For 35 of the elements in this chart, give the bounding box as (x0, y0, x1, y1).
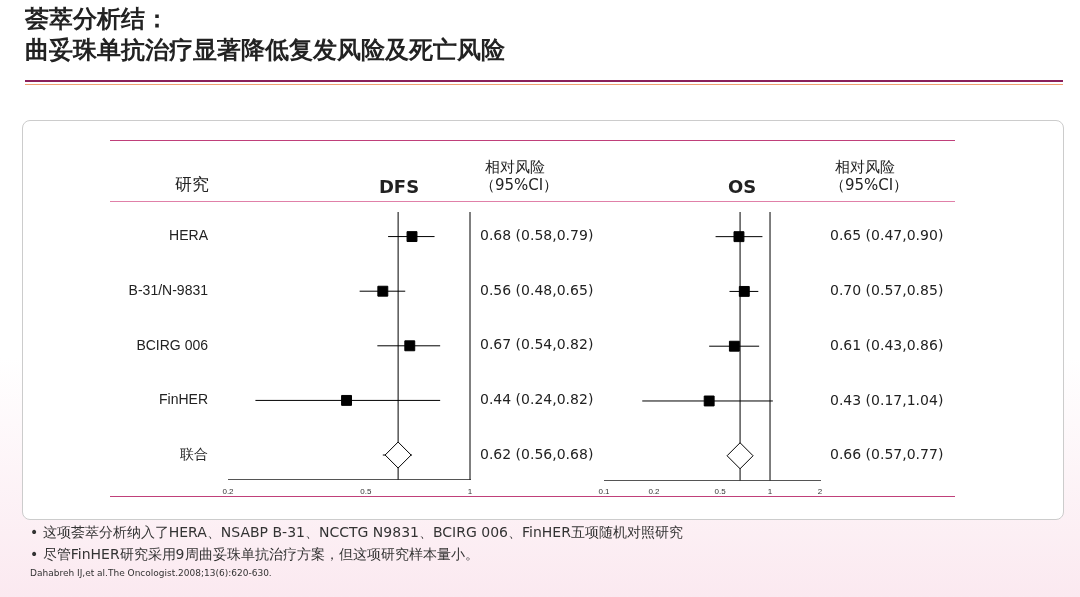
y-axis-title: 研究 (175, 174, 209, 195)
data-label: 0.70 (0.57,0.85) (830, 282, 944, 299)
x-tick-label: 1 (767, 487, 773, 497)
text: 0.62 (0.56,0.68) (480, 445, 594, 462)
text: （95%CI） (480, 175, 559, 194)
x-tick-label: 0.5 (714, 487, 727, 497)
x-tick-label: 2 (817, 487, 823, 497)
data-label: 0.67 (0.54,0.82) (480, 336, 594, 353)
data-label: 0.68 (0.58,0.79) (480, 227, 594, 244)
text: 相对风险 (835, 157, 895, 176)
data-label: 0.65 (0.47,0.90) (830, 227, 944, 244)
y-tick-label: B-31/N-9831 (128, 282, 209, 299)
chart-title: DFS (378, 175, 420, 197)
y-tick-label: HERA (169, 227, 209, 244)
x-tick-label: 0.1 (598, 487, 611, 497)
x-tick-label: 0.2 (648, 487, 661, 497)
y-tick-label: BCIRG 006 (136, 336, 209, 353)
text: Dahabreh IJ,et al.The Oncologist.2008;13(6):620-630. (30, 568, 273, 578)
data-label: 0.43 (0.17,1.04) (830, 391, 944, 408)
text: • 尽管FinHER研究采用9周曲妥珠单抗治疗方案，但这项研究样本量小。 (30, 546, 480, 564)
x-tick-label: 1 (467, 486, 473, 496)
text: （95%CI） (830, 175, 909, 194)
data-label: 0.56 (0.48,0.65) (480, 281, 594, 298)
y-tick-label: 联合 (180, 445, 208, 462)
y-tick-label: FinHER (158, 391, 208, 408)
data-label: 0.61 (0.43,0.86) (830, 336, 944, 353)
text: 荟萃分析结： (25, 5, 169, 33)
text: • 这项荟萃分析纳入了HERA、NSABP B-31、NCCTG N9831、BCIRG 006、FinHER五项随机对照研究 (30, 524, 683, 542)
data-label: 0.44 (0.24,0.82) (480, 391, 594, 408)
text: 相对风险 (485, 157, 545, 176)
x-tick-label: 0.5 (360, 486, 372, 496)
text: 0.66 (0.57,0.77) (830, 446, 944, 463)
chart-title: OS (727, 175, 757, 197)
text: 曲妥珠单抗治疗显著降低复发风险及死亡风险 (25, 36, 505, 64)
x-tick-label: 0.2 (222, 486, 235, 496)
